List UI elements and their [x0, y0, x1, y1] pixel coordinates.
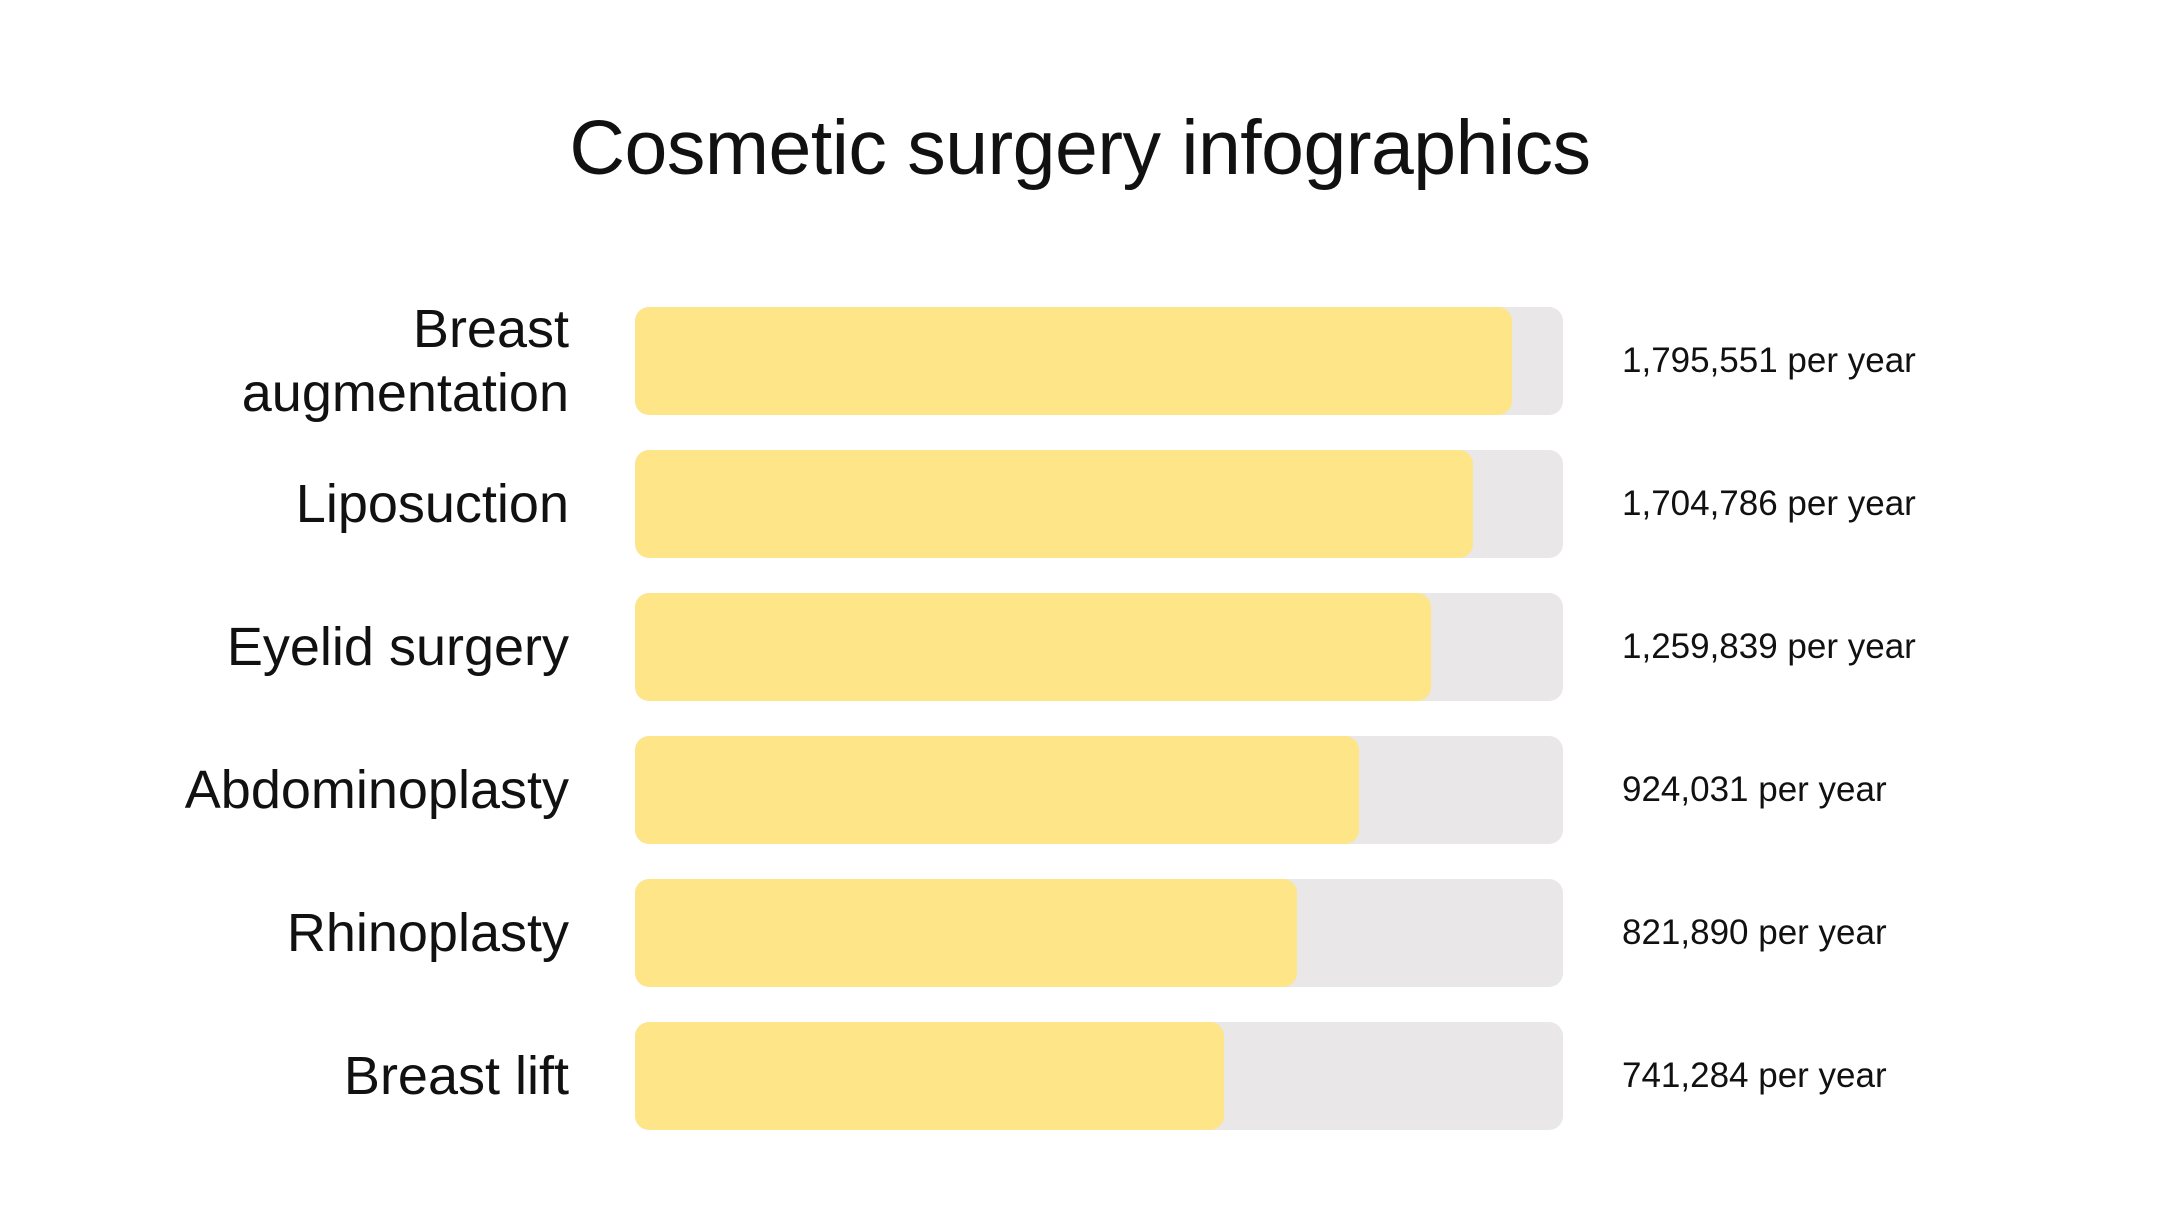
category-label: Breast lift — [344, 1022, 569, 1130]
bar-track — [635, 879, 1563, 987]
bar-track — [635, 450, 1563, 558]
bar-fill — [635, 879, 1297, 987]
category-label: Liposuction — [296, 450, 569, 558]
value-label: 821,890 per year — [1622, 913, 1887, 952]
category-label-line: Abdominoplasty — [184, 760, 569, 820]
value-label: 1,259,839 per year — [1622, 627, 1916, 666]
value-label: 1,704,786 per year — [1622, 484, 1916, 523]
bar-track — [635, 593, 1563, 701]
bar-row: Breast lift 741,284 per year — [0, 1022, 2160, 1130]
bar-track — [635, 736, 1563, 844]
bar-track — [635, 1022, 1563, 1130]
category-label-line: Liposuction — [295, 474, 569, 534]
bar-row: Abdominoplasty 924,031 per year — [0, 736, 2160, 844]
bar-row: Liposuction 1,704,786 per year — [0, 450, 2160, 558]
category-label: Abdominoplasty — [185, 736, 569, 844]
category-label: Eyelid surgery — [227, 593, 569, 701]
value-label: 1,795,551 per year — [1622, 341, 1916, 380]
bar-track — [635, 307, 1563, 415]
bar-row: Eyelid surgery 1,259,839 per year — [0, 593, 2160, 701]
bar-fill — [635, 593, 1431, 701]
category-label-line: Rhinoplasty — [286, 903, 569, 963]
category-label-line: Breast lift — [343, 1046, 569, 1106]
bar-fill — [635, 450, 1473, 558]
category-label-line: augmentation — [241, 363, 569, 423]
category-label: Breast augmentation — [242, 297, 569, 425]
category-label-line: Breast — [412, 299, 569, 359]
value-label: 741,284 per year — [1622, 1056, 1887, 1095]
bar-fill — [635, 736, 1359, 844]
bar-fill — [635, 1022, 1224, 1130]
bar-row: Rhinoplasty 821,890 per year — [0, 879, 2160, 987]
chart-title: Cosmetic surgery infographics — [569, 105, 1591, 191]
bar-fill — [635, 307, 1512, 415]
category-label: Rhinoplasty — [287, 879, 569, 987]
category-label-line: Eyelid surgery — [226, 617, 569, 677]
bar-row: Breast augmentation 1,795,551 per year — [0, 299, 2160, 423]
value-label: 924,031 per year — [1622, 770, 1887, 809]
